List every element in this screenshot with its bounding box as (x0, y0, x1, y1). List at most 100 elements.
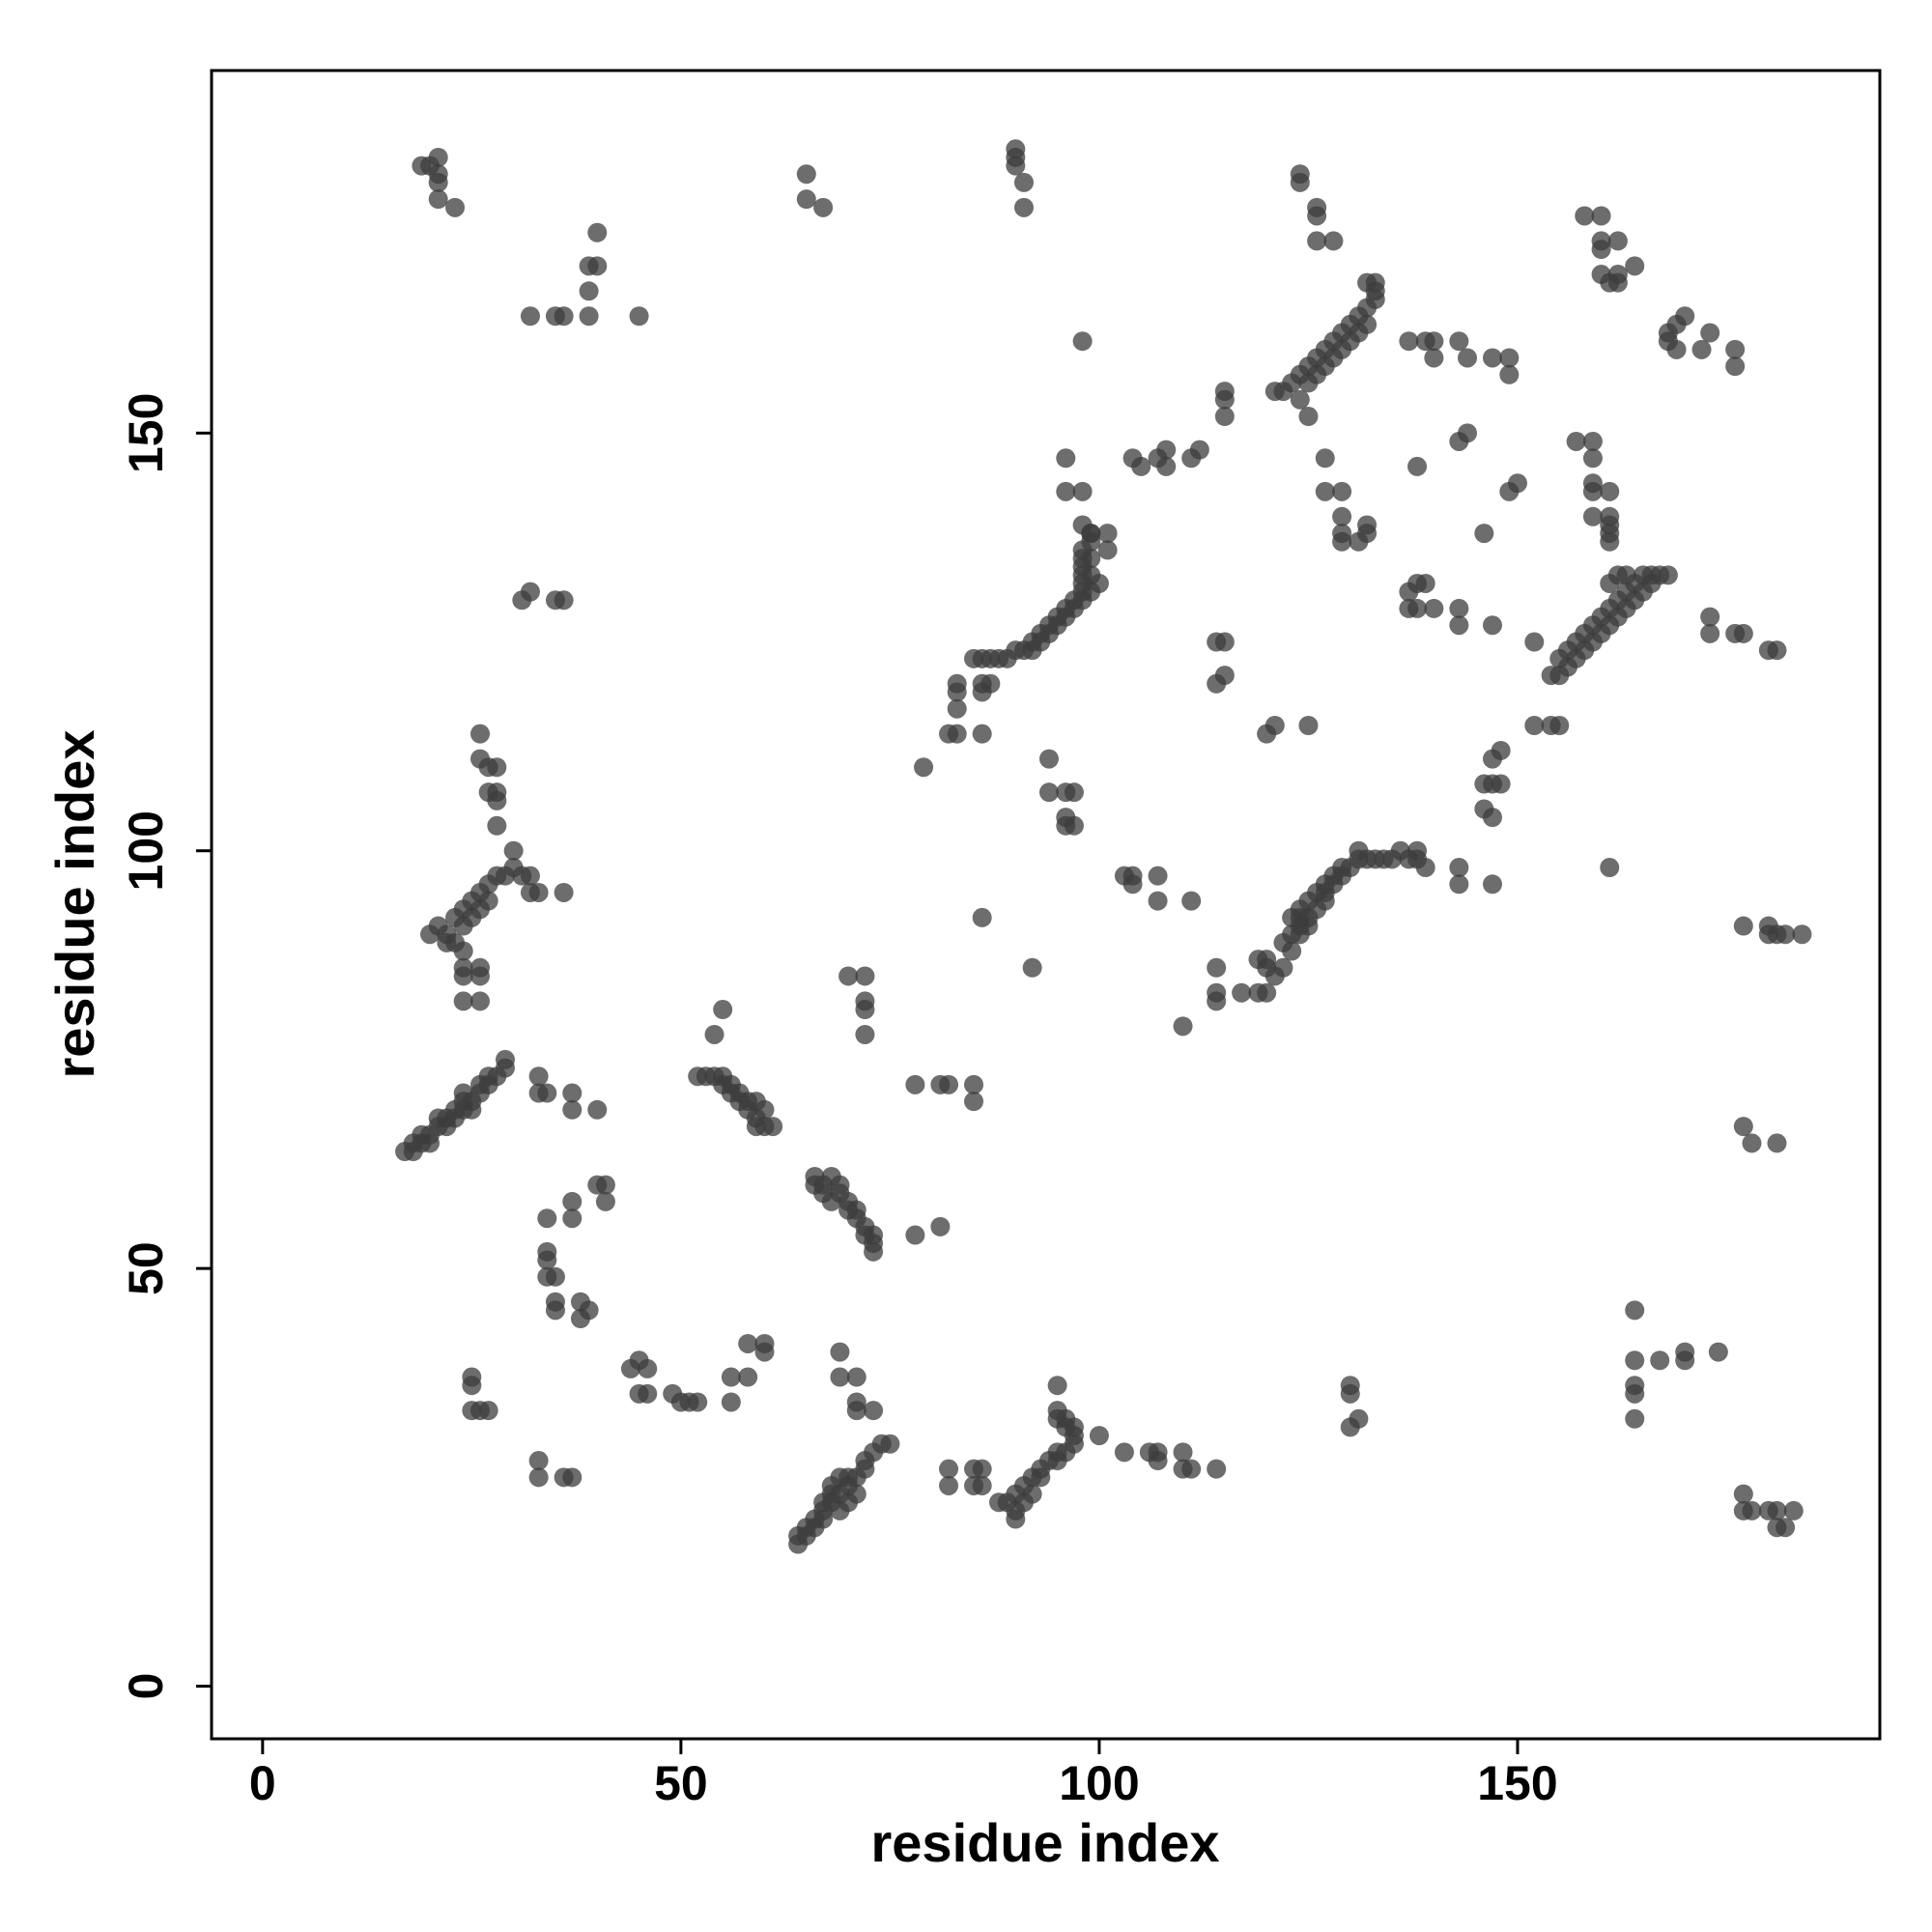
point (1474, 524, 1494, 544)
point (796, 189, 816, 210)
point (1591, 206, 1611, 226)
point (1458, 348, 1478, 368)
point (554, 882, 574, 902)
point (1064, 1417, 1084, 1437)
point (587, 256, 608, 276)
point (1357, 314, 1378, 334)
point (587, 1099, 608, 1120)
point (930, 1216, 951, 1236)
point (1641, 565, 1662, 585)
point (1415, 858, 1435, 878)
point (1607, 231, 1628, 251)
point (1307, 231, 1327, 251)
point (1700, 607, 1720, 627)
x-axis-title: residue index (870, 1812, 1219, 1873)
point (453, 991, 473, 1011)
point (428, 172, 448, 192)
plot-frame (210, 69, 1882, 1741)
point (520, 306, 540, 327)
point (579, 1300, 599, 1321)
point (1792, 924, 1812, 945)
point (1582, 431, 1603, 451)
point (939, 1459, 959, 1479)
point (704, 1024, 724, 1044)
point (528, 882, 549, 902)
point (972, 907, 992, 927)
point (629, 306, 649, 327)
point (855, 1000, 875, 1020)
point (729, 1092, 750, 1112)
point (1173, 1442, 1193, 1463)
point (453, 1083, 473, 1103)
point (1038, 782, 1059, 803)
point (838, 966, 859, 986)
point (1064, 782, 1084, 803)
point (462, 1099, 482, 1120)
point (1357, 524, 1378, 544)
point (1013, 197, 1034, 217)
point (1600, 524, 1620, 544)
point (545, 1300, 565, 1321)
point (1047, 1401, 1067, 1421)
point (1575, 206, 1595, 226)
point (713, 1000, 733, 1020)
point (846, 1367, 867, 1387)
point (796, 164, 816, 185)
point (1290, 389, 1310, 410)
point (1625, 1408, 1645, 1429)
point (1499, 364, 1520, 384)
point (437, 1117, 457, 1137)
point (738, 1333, 758, 1353)
point (1691, 339, 1712, 359)
point (947, 724, 967, 744)
point (1491, 740, 1511, 760)
x-tick-label: 0 (249, 1756, 276, 1810)
point (1407, 840, 1428, 861)
point (1131, 456, 1151, 476)
point (1181, 891, 1202, 911)
point (1725, 339, 1746, 359)
point (503, 840, 524, 861)
point (1332, 481, 1352, 501)
point (1549, 716, 1570, 736)
point (1332, 531, 1352, 552)
point (754, 1342, 775, 1362)
point (1038, 749, 1059, 769)
point (930, 1074, 951, 1094)
point (1507, 473, 1527, 494)
point (470, 991, 491, 1011)
point (1214, 389, 1235, 410)
point (1056, 448, 1076, 469)
point (1482, 874, 1502, 895)
point (1675, 306, 1695, 327)
point (1273, 957, 1293, 978)
point (520, 866, 540, 886)
point (579, 281, 599, 301)
point (562, 1083, 582, 1103)
point (914, 757, 934, 778)
y-axis-title: residue index (44, 729, 105, 1078)
point (1257, 982, 1277, 1003)
point (528, 1451, 549, 1471)
y-tick-label: 150 (119, 393, 173, 473)
point (864, 1401, 884, 1421)
point (1708, 1342, 1728, 1362)
point (1097, 524, 1118, 544)
point (1449, 874, 1469, 895)
point (537, 1208, 557, 1229)
point (1056, 815, 1076, 836)
x-tick-label: 100 (1059, 1756, 1139, 1810)
point (1047, 1376, 1067, 1396)
point (554, 590, 574, 611)
point (420, 1133, 440, 1153)
point (487, 790, 507, 810)
point (1600, 858, 1620, 878)
point (545, 1266, 565, 1287)
x-tick-label: 150 (1477, 1756, 1557, 1810)
point (1207, 957, 1227, 978)
point (1458, 423, 1478, 443)
point (1675, 1350, 1695, 1371)
point (964, 1092, 984, 1112)
point (1298, 407, 1319, 427)
point (1733, 1500, 1753, 1520)
